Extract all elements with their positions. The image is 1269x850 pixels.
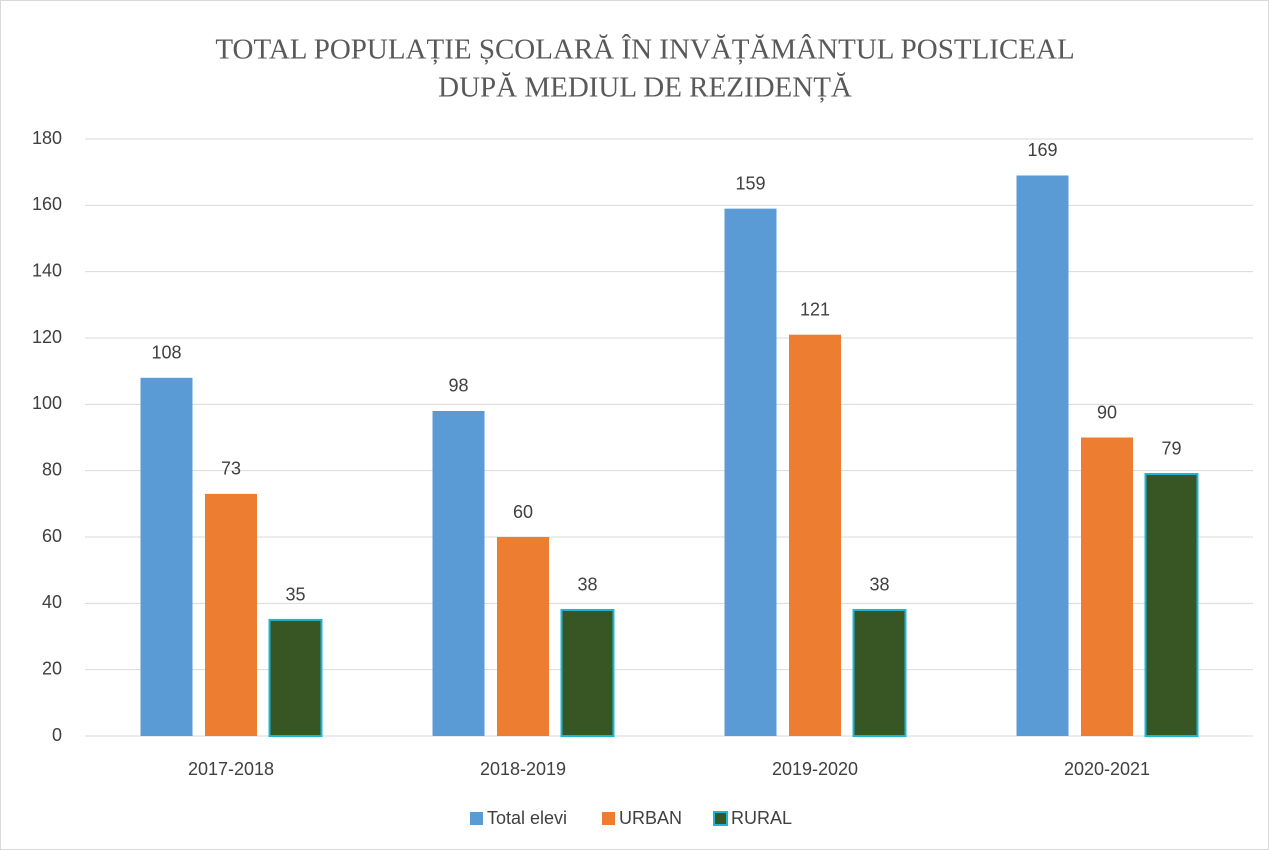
x-tick-label: 2017-2018 bbox=[188, 759, 274, 779]
bar bbox=[1144, 472, 1199, 737]
legend-swatch bbox=[470, 812, 483, 825]
bar bbox=[1016, 175, 1069, 736]
bar bbox=[497, 537, 549, 736]
bar bbox=[1081, 437, 1133, 736]
data-label: 108 bbox=[151, 343, 181, 363]
x-tick-label: 2019-2020 bbox=[772, 759, 858, 779]
bar bbox=[268, 618, 323, 738]
chart-title: TOTAL POPULAȚIE ȘCOLARĂ ÎN INVĂȚĂMÂNTUL … bbox=[215, 33, 1074, 66]
data-label: 121 bbox=[800, 299, 830, 319]
y-tick-label: 180 bbox=[32, 128, 62, 148]
bar bbox=[852, 608, 907, 738]
data-label: 159 bbox=[735, 173, 765, 193]
bar bbox=[789, 334, 841, 736]
data-label: 79 bbox=[1161, 439, 1181, 459]
data-label: 98 bbox=[448, 376, 468, 396]
legend-swatch bbox=[602, 812, 615, 825]
bar bbox=[205, 493, 257, 736]
data-label: 169 bbox=[1027, 140, 1057, 160]
y-tick-label: 100 bbox=[32, 393, 62, 413]
y-tick-label: 80 bbox=[42, 459, 62, 479]
y-tick-label: 20 bbox=[42, 658, 62, 678]
bar bbox=[432, 410, 485, 736]
data-label: 60 bbox=[513, 502, 533, 522]
legend-label: URBAN bbox=[619, 808, 682, 828]
chart-title: DUPĂ MEDIUL DE REZIDENȚĂ bbox=[438, 72, 852, 104]
legend-label: RURAL bbox=[731, 808, 792, 828]
y-tick-label: 60 bbox=[42, 526, 62, 546]
y-tick-label: 40 bbox=[42, 592, 62, 612]
legend-swatch bbox=[713, 811, 728, 826]
legend-label: Total elevi bbox=[487, 808, 567, 828]
data-label: 73 bbox=[221, 459, 241, 479]
y-tick-label: 140 bbox=[32, 260, 62, 280]
data-label: 90 bbox=[1097, 402, 1117, 422]
data-label: 35 bbox=[285, 585, 305, 605]
y-tick-label: 0 bbox=[52, 725, 62, 745]
data-label: 38 bbox=[577, 575, 597, 595]
y-tick-label: 160 bbox=[32, 194, 62, 214]
x-tick-label: 2020-2021 bbox=[1064, 759, 1150, 779]
bar bbox=[560, 608, 615, 738]
x-tick-label: 2018-2019 bbox=[480, 759, 566, 779]
y-tick-label: 120 bbox=[32, 327, 62, 347]
bar bbox=[140, 377, 193, 736]
bar bbox=[724, 208, 777, 736]
data-label: 38 bbox=[869, 575, 889, 595]
